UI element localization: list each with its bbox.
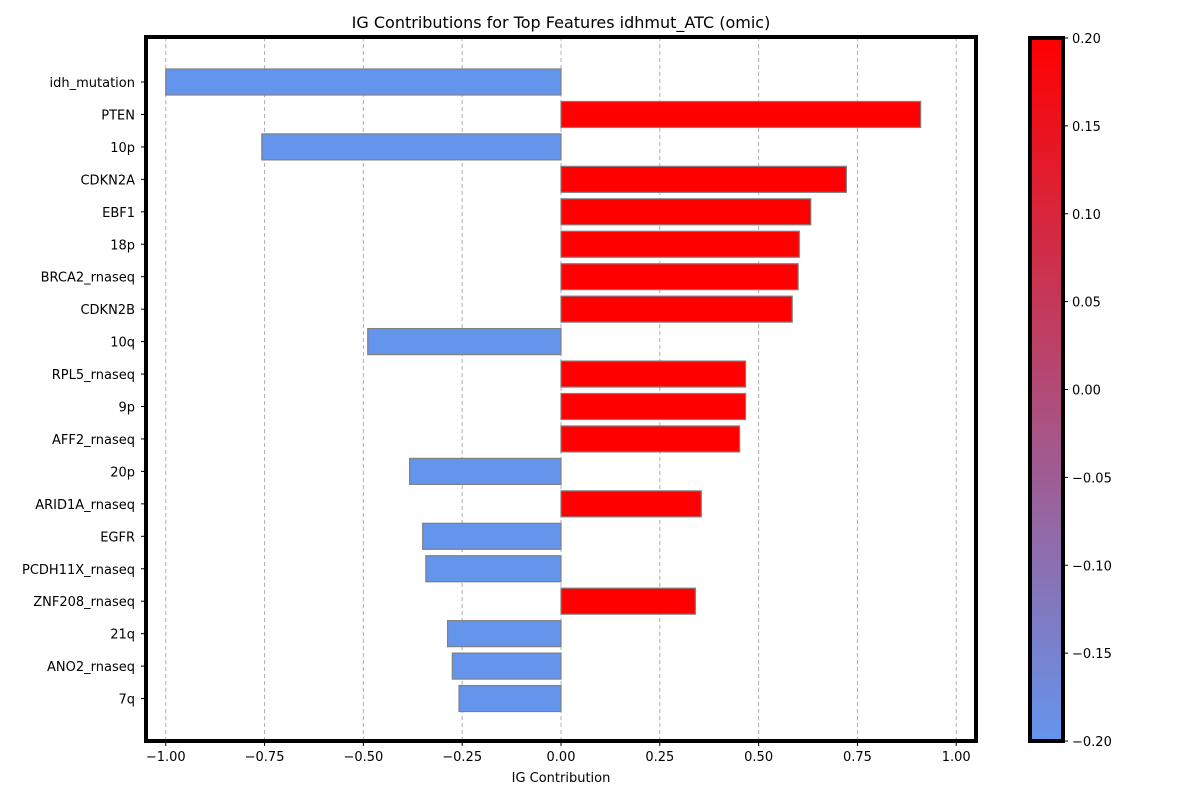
- plot-frame: [144, 35, 978, 743]
- colorbar-tick-label: −0.10: [1072, 559, 1112, 574]
- bar: [560, 360, 747, 388]
- bar: [560, 392, 747, 421]
- x-tick-label: −1.00: [146, 750, 186, 765]
- y-tick-label: ANO2_rnaseq: [47, 660, 135, 675]
- colorbar-tick-label: −0.20: [1072, 735, 1112, 750]
- x-tick-label: 0.50: [744, 750, 773, 765]
- bar: [560, 230, 800, 258]
- x-tick-label: 1.00: [942, 750, 971, 765]
- colorbar-tick-label: 0.15: [1072, 120, 1101, 135]
- bar: [560, 295, 793, 323]
- y-tick-label: PTEN: [101, 108, 135, 123]
- y-tick-label: 10p: [110, 141, 135, 156]
- y-tick-label: ARID1A_rnaseq: [35, 498, 135, 513]
- y-tick-label: 18p: [110, 238, 135, 253]
- bar: [261, 133, 562, 161]
- bar: [560, 587, 696, 615]
- x-tick-label: 0.25: [645, 750, 674, 765]
- bar: [367, 328, 562, 356]
- y-tick-label: PCDH11X_rnaseq: [22, 563, 135, 578]
- y-tick-label: 9p: [118, 401, 135, 416]
- chart-title: IG Contributions for Top Features idhmut…: [352, 13, 771, 33]
- colorbar-tick-label: 0.00: [1072, 384, 1101, 399]
- colorbar: 0.20 0.15 0.10 0.05 0.00 −0.05 −0.10 −0.15 −0.20: [1028, 32, 1112, 750]
- y-tick-label: AFF2_rnaseq: [52, 433, 135, 448]
- x-ticks: −1.00 −0.75 −0.50 −0.25 0.00 0.25 0.50 0.75 1.00: [146, 741, 971, 765]
- bar: [409, 457, 562, 485]
- y-tick-label: 20p: [110, 465, 135, 480]
- bar: [560, 490, 702, 518]
- bar: [458, 684, 562, 713]
- y-tick-label: ZNF208_rnaseq: [33, 595, 135, 610]
- x-tick-label: −0.50: [343, 750, 383, 765]
- y-tick-label: 21q: [110, 628, 135, 643]
- bars: [165, 68, 922, 713]
- bar: [560, 165, 847, 193]
- y-tick-label: EBF1: [102, 206, 135, 221]
- y-tick-label: idh_mutation: [50, 76, 135, 91]
- x-tick-label: −0.25: [442, 750, 482, 765]
- colorbar-tick-label: −0.05: [1072, 471, 1112, 486]
- bar: [560, 100, 922, 129]
- bar: [422, 522, 562, 550]
- y-tick-label: 10q: [110, 336, 135, 351]
- colorbar-tick-label: −0.15: [1072, 647, 1112, 662]
- colorbar-tick-label: 0.20: [1072, 32, 1101, 47]
- y-tick-label: CDKN2A: [80, 173, 135, 188]
- y-tick-label: BRCA2_rnaseq: [41, 271, 135, 286]
- bar: [560, 198, 812, 226]
- y-tick-label: CDKN2B: [80, 303, 135, 318]
- x-tick-label: −0.75: [245, 750, 285, 765]
- colorbar-tick-label: 0.05: [1072, 296, 1101, 311]
- x-tick-label: 0.75: [843, 750, 872, 765]
- bar: [425, 555, 562, 583]
- y-tick-label: RPL5_rnaseq: [52, 368, 135, 383]
- bar: [560, 263, 799, 291]
- y-tick-label: 7q: [118, 693, 135, 708]
- y-tick-labels: idh_mutation PTEN 10p CDKN2A EBF1 18p BRCA2_rn…: [22, 76, 146, 708]
- grid-lines: [165, 37, 957, 741]
- y-tick-label: EGFR: [100, 530, 135, 545]
- x-axis-title: IG Contribution: [512, 771, 611, 786]
- colorbar-gradient: [1028, 36, 1065, 743]
- bar: [451, 652, 562, 680]
- bar: [165, 68, 562, 96]
- bar: [446, 620, 562, 648]
- colorbar-tick-label: 0.10: [1072, 208, 1101, 223]
- x-tick-label: 0.00: [547, 750, 576, 765]
- bar: [560, 425, 741, 453]
